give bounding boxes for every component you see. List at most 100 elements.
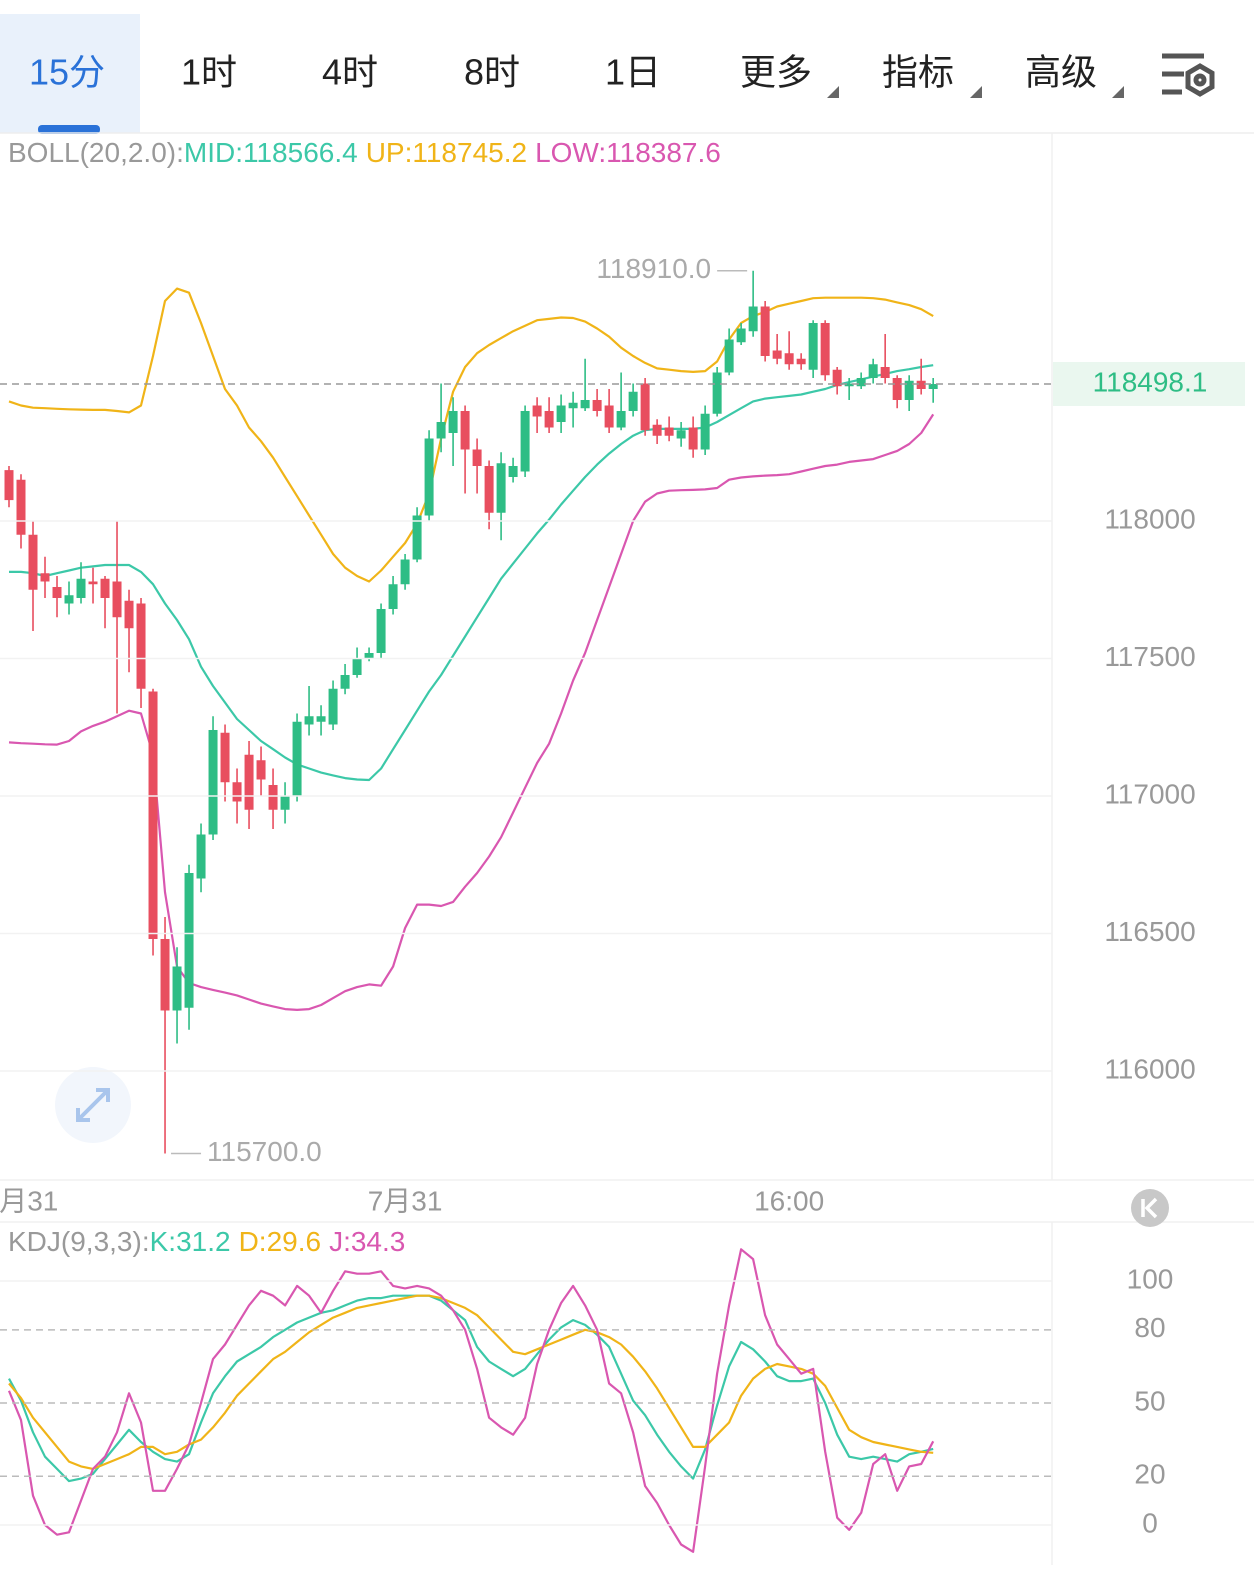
candle-body (712, 372, 722, 414)
legend-entry: K:31.2 (150, 1226, 231, 1257)
candle-body (568, 402, 578, 409)
candle-body (532, 405, 542, 417)
y-tick-label: 50 (1134, 1385, 1165, 1416)
candle-body (604, 405, 614, 428)
candle-body (640, 383, 650, 431)
tab[interactable]: 更多 (740, 52, 812, 93)
candle-body (376, 608, 386, 653)
x-tick-label: 16:00 (754, 1185, 824, 1216)
candle-body (352, 658, 362, 675)
candle-body (928, 384, 938, 389)
candle-body (688, 427, 698, 450)
tab[interactable]: 1时 (181, 52, 237, 93)
candle-body (760, 306, 770, 356)
candle-body (64, 595, 74, 604)
scroll-to-latest-button[interactable] (1131, 1189, 1169, 1227)
tab[interactable]: 4时 (322, 52, 378, 93)
legend: KDJ(9,3,3):K:31.2 D:29.6 J:34.3 (8, 1226, 405, 1257)
candle-body (328, 688, 338, 725)
candle-body (664, 427, 674, 436)
candle-body (232, 782, 242, 802)
tab[interactable]: 高级 (1025, 52, 1097, 93)
annotation: 115700.0 (207, 1136, 322, 1167)
candle-body (112, 581, 122, 618)
candle-body (736, 328, 746, 343)
candle-body (868, 364, 878, 378)
legend-entry: J:34.3 (329, 1226, 405, 1257)
legend-entry: LOW:118387.6 (535, 137, 721, 168)
tab[interactable]: 8时 (464, 52, 520, 93)
legend-entry: UP:118745.2 (366, 137, 527, 168)
candle-body (208, 729, 218, 835)
candle-body (748, 306, 758, 332)
candle-body (484, 465, 494, 513)
candle-body (796, 358, 806, 365)
tab[interactable]: 1日 (605, 52, 661, 93)
candle-body (292, 721, 302, 796)
kdj-plot (7, 1248, 935, 1553)
candle-body (280, 795, 290, 810)
candle-body (904, 380, 914, 400)
candle-body (148, 691, 158, 939)
candle-body (448, 410, 458, 433)
candle-body (820, 322, 830, 376)
candle-body (628, 391, 638, 411)
candle-body (772, 350, 782, 359)
candle-body (184, 872, 194, 1008)
candle-body (724, 339, 734, 373)
candle-body (472, 449, 482, 466)
legend-entry: D:29.6 (239, 1226, 322, 1257)
candle-body (172, 966, 182, 1011)
settings-icon[interactable] (1162, 53, 1215, 97)
candle-body (652, 424, 662, 436)
candle-body (616, 410, 626, 428)
y-tick-label: 20 (1134, 1459, 1165, 1490)
y-tick-label: 117500 (1104, 641, 1195, 672)
indicator-line (9, 364, 934, 782)
legend-entry: MID:118566.4 (184, 137, 358, 168)
legend: BOLL(20,2.0):MID:118566.4 UP:118745.2 LOW:… (8, 137, 721, 168)
indicator-line (7, 1248, 935, 1553)
candle-body (388, 584, 398, 609)
indicator-line (8, 1294, 934, 1470)
candle-body (436, 421, 446, 439)
candle-body (100, 578, 110, 598)
x-tick-label: 7月31 (0, 1185, 58, 1216)
main-plot (4, 270, 938, 1154)
candle-body (268, 784, 278, 810)
candle-body (40, 573, 50, 582)
candle-body (892, 377, 902, 400)
candle-body (784, 353, 794, 365)
dropdown-arrow (827, 86, 839, 98)
last-price-label: 118498.1 (1093, 366, 1208, 397)
tab[interactable]: 指标 (882, 52, 954, 93)
candle-body (592, 399, 602, 411)
indicator-line (8, 1294, 934, 1483)
candle-body (196, 834, 206, 879)
tab[interactable]: 15分 (29, 52, 105, 93)
candle-body (136, 603, 146, 689)
candle-body (832, 369, 842, 387)
candle-body (400, 559, 410, 585)
expand-button[interactable] (55, 1067, 131, 1143)
y-tick-label: 118000 (1104, 503, 1195, 534)
candle-body (160, 938, 170, 1011)
candle-body (808, 322, 818, 370)
x-tick-label: 7月31 (368, 1185, 443, 1216)
y-tick-label: 116500 (1104, 916, 1195, 947)
y-tick-label: 0 (1142, 1507, 1158, 1538)
indicator-line (8, 413, 935, 1011)
candle-body (580, 399, 590, 409)
candle-body (544, 410, 554, 428)
y-tick-label: 117000 (1104, 778, 1195, 809)
y-tick-label: 100 (1127, 1263, 1174, 1294)
candle-body (844, 383, 854, 387)
candle-body (244, 754, 254, 810)
candle-body (556, 405, 566, 422)
candle-body (304, 716, 314, 725)
candle-body (508, 465, 518, 477)
indicator-title: KDJ(9,3,3): (8, 1226, 150, 1257)
candle-body (856, 377, 866, 387)
candle-body (700, 413, 710, 450)
